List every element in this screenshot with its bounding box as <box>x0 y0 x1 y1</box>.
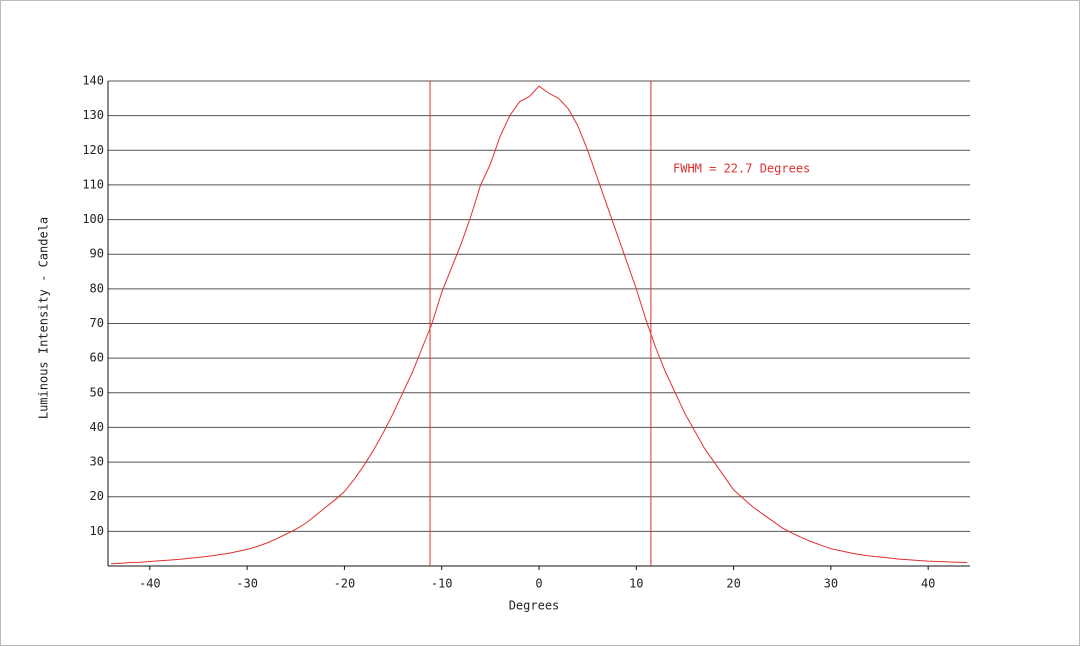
y-tick-label: 40 <box>90 420 104 434</box>
data-line <box>110 85 968 565</box>
y-tick-label: 90 <box>90 247 104 261</box>
y-tick-label: 30 <box>90 455 104 469</box>
x-tick-label: -10 <box>431 577 453 591</box>
y-tick-label: 50 <box>90 385 104 399</box>
y-tick-label: 100 <box>82 212 104 226</box>
y-tick-label: 10 <box>90 524 104 538</box>
y-tick-label: 60 <box>90 351 104 365</box>
x-tick-label: 10 <box>629 577 643 591</box>
y-tick-label: 120 <box>82 143 104 157</box>
y-tick-label: 140 <box>82 74 104 88</box>
x-tick-label: 30 <box>824 577 838 591</box>
x-tick-label: 20 <box>726 577 740 591</box>
x-tick-label: -30 <box>236 577 258 591</box>
x-tick-label: -20 <box>334 577 356 591</box>
y-tick-label: 20 <box>90 489 104 503</box>
annotation: FWHM = 22.7 Degrees <box>673 162 810 176</box>
y-tick-label: 110 <box>82 177 104 191</box>
y-axis-label: Luminous Intensity - Candela <box>37 217 51 419</box>
x-tick-label: 0 <box>535 577 542 591</box>
y-tick-label: 130 <box>82 108 104 122</box>
y-tick-label: 80 <box>90 281 104 295</box>
x-tick-label: -40 <box>139 577 161 591</box>
y-tick-label: 70 <box>90 316 104 330</box>
x-tick-label: 40 <box>921 577 935 591</box>
x-axis-label: Degrees <box>509 599 560 613</box>
